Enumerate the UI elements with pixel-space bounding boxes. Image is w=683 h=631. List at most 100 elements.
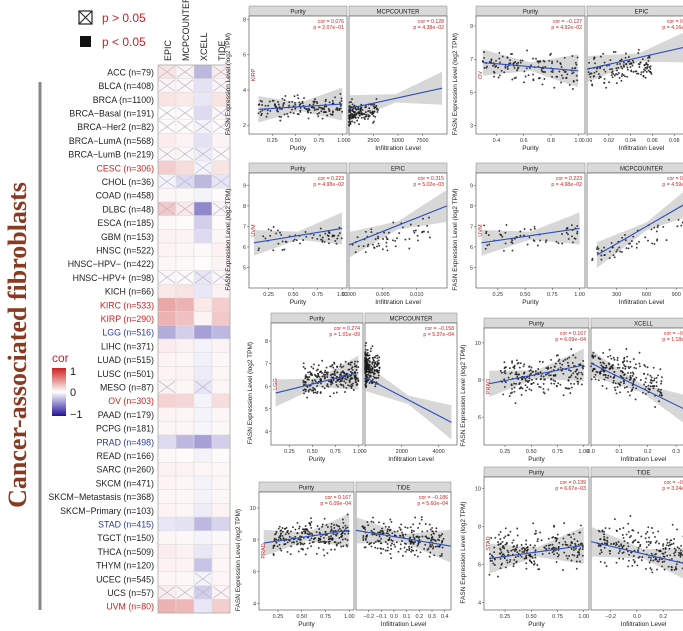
heatmap-cell [193, 311, 213, 326]
scatter-point [615, 392, 618, 395]
scatter-point [430, 533, 433, 536]
scatter-plot-uvm: FASN Expression Level (log2 TPM)Purityco… [225, 162, 448, 306]
scatter-point [269, 234, 272, 237]
scatter-point [610, 74, 613, 77]
scatter-point [532, 370, 535, 373]
scatter-point [396, 237, 398, 240]
scatter-point [504, 65, 507, 68]
heatmap-row-label: SKCM (n=471) [96, 478, 154, 488]
y-tick-label: 4 [253, 602, 256, 608]
scatter-point [304, 390, 307, 393]
scatter-point [615, 250, 618, 253]
scatter-point [309, 533, 312, 536]
scatter-point [616, 356, 619, 359]
scatter-point [484, 247, 487, 250]
scatter-point [429, 528, 432, 531]
scatter-point [337, 234, 340, 237]
x-tick-label: 0.4 [493, 138, 501, 144]
scatter-point [283, 113, 286, 116]
scatter-point [493, 564, 496, 566]
scatter-point [652, 559, 655, 562]
scatter-point [324, 100, 327, 103]
scatter-point [500, 551, 503, 554]
scatter-point [440, 552, 443, 555]
scatter-point [504, 242, 507, 245]
scatter-point [547, 366, 550, 369]
scatter-point [364, 344, 367, 347]
scatter-point [324, 369, 327, 372]
scatter-point [647, 540, 650, 543]
scatter-point [606, 536, 609, 539]
scatter-point [644, 537, 647, 540]
scatter-point [616, 63, 619, 66]
heatmap-cell [157, 475, 177, 490]
scatter-point [355, 378, 357, 381]
scatter-point [369, 375, 372, 378]
x-axis-label: Infiltration Level [619, 145, 665, 152]
scatter-point [367, 113, 370, 116]
scatter-point [321, 117, 324, 120]
scatter-point [655, 552, 658, 555]
scatter-point [338, 232, 341, 235]
scatter-point [515, 546, 518, 549]
scatter-point [354, 360, 357, 363]
scatter-point [364, 382, 367, 385]
scatter-point [308, 539, 311, 542]
scatter-point [330, 365, 333, 368]
confidence-band [356, 517, 451, 563]
scatter-point [353, 113, 356, 116]
scatter-point [520, 386, 523, 389]
scatter-point [307, 389, 310, 392]
scatter-point [320, 110, 323, 113]
scatter-point [537, 368, 540, 370]
scatter-point [334, 239, 337, 242]
scatter-point [623, 364, 625, 366]
y-tick-label: 6 [243, 53, 246, 59]
scatter-point [371, 381, 374, 384]
scatter-point [610, 543, 613, 545]
scatter-point [528, 365, 531, 368]
scatter-point [257, 112, 260, 115]
scatter-point [335, 391, 338, 394]
scatter-point [385, 241, 388, 244]
scatter-point [513, 390, 516, 393]
heatmap-cross [194, 120, 212, 133]
scatter-point [485, 232, 488, 235]
scatter-point [377, 374, 380, 377]
heatmap-cell [175, 283, 195, 299]
scatter-point [543, 378, 546, 381]
scatter-point [319, 535, 322, 538]
scatter-point [535, 57, 537, 60]
facet-strip-label: TIDE [397, 486, 411, 492]
p-annotation: p = 4.98e−02 [313, 182, 344, 188]
scatter-point [679, 552, 682, 555]
scatter-point [576, 377, 579, 380]
scatter-point [595, 70, 598, 73]
y-tick-label: 6 [478, 562, 481, 568]
scatter-plot-ov: FASN Expression Level (log2 TPM)Purityco… [452, 5, 683, 152]
facet-strip-label: EPIC [391, 167, 406, 173]
scatter-point [582, 359, 585, 362]
heatmap-cell [175, 338, 195, 353]
scatter-point [348, 110, 351, 113]
heatmap-row-label: CESC (n=306) [97, 163, 155, 173]
scatter-point [588, 61, 591, 64]
scatter-point [552, 379, 555, 382]
scatter-point [516, 544, 519, 547]
scatter-point [622, 544, 625, 547]
scatter-point [395, 541, 398, 544]
x-tick-label: 0.0 [587, 449, 595, 455]
scatter-point [625, 348, 628, 350]
scatter-point [660, 391, 663, 394]
scatter-point [646, 63, 649, 66]
scatter-point [523, 81, 525, 84]
scatter-point [277, 536, 280, 539]
heatmap-cross [212, 271, 230, 284]
scatter-point [644, 76, 647, 79]
scatter-point [503, 71, 506, 74]
scatter-point [376, 357, 379, 360]
scatter-point [597, 379, 600, 382]
scatter-point [623, 386, 626, 389]
scatter-point [609, 59, 612, 62]
scatter-point [301, 100, 304, 103]
